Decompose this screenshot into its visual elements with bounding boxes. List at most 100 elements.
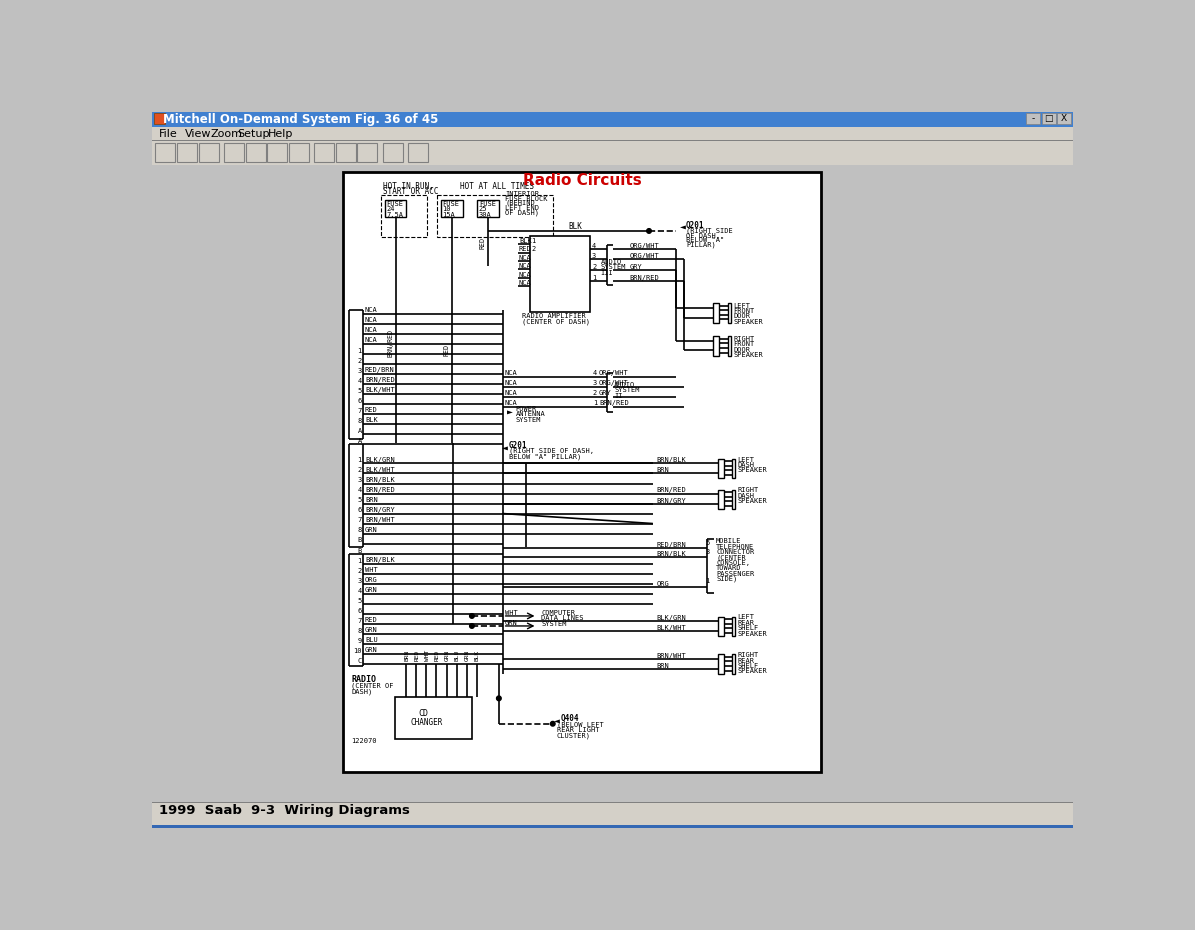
Bar (198, 143, 219, 163)
Text: 10: 10 (442, 206, 452, 212)
Text: RIGHT: RIGHT (737, 652, 759, 658)
Text: 7: 7 (357, 408, 362, 414)
Text: RED: RED (364, 407, 378, 413)
Text: Q404: Q404 (560, 714, 578, 723)
Text: GRN: GRN (364, 647, 378, 653)
Text: 1: 1 (593, 401, 598, 406)
Text: 2: 2 (357, 468, 362, 473)
Text: BRN/RED: BRN/RED (630, 275, 660, 281)
Text: PASSENGER: PASSENGER (716, 571, 754, 577)
Text: BELOW "A": BELOW "A" (686, 237, 724, 243)
Text: OF DASH,: OF DASH, (686, 232, 719, 239)
Text: GRN: GRN (465, 649, 470, 660)
Text: 5: 5 (357, 498, 362, 503)
Text: Mitchell On-Demand System Fig. 36 of 45: Mitchell On-Demand System Fig. 36 of 45 (164, 113, 439, 126)
Text: 1: 1 (532, 238, 535, 244)
Text: LEFT: LEFT (734, 302, 750, 309)
Text: RED: RED (479, 236, 485, 248)
Text: 1: 1 (357, 458, 362, 463)
Bar (152, 803, 1072, 827)
Text: A: A (357, 438, 362, 445)
Text: BRN/GRY: BRN/GRY (364, 507, 394, 512)
Text: ◄: ◄ (502, 443, 508, 453)
Circle shape (470, 624, 474, 629)
Text: BLK/GRN: BLK/GRN (657, 616, 686, 621)
Bar (1027, 113, 1040, 124)
Text: GRY: GRY (630, 264, 643, 270)
Text: BLK/GRN: BLK/GRN (364, 457, 394, 462)
Text: 3: 3 (357, 477, 362, 484)
Text: BLK: BLK (568, 222, 582, 231)
Circle shape (470, 614, 474, 618)
Text: COMPUTER: COMPUTER (541, 610, 575, 616)
Text: (CENTER: (CENTER (716, 554, 746, 561)
Bar (728, 337, 731, 355)
Text: AUDIO: AUDIO (601, 259, 621, 265)
Text: 2: 2 (357, 567, 362, 574)
Bar (314, 143, 335, 163)
Text: 8: 8 (357, 527, 362, 534)
Text: START OR ACC: START OR ACC (384, 187, 439, 196)
Text: BLU: BLU (364, 637, 378, 643)
Text: FUSE: FUSE (442, 201, 460, 207)
Text: 24: 24 (386, 206, 394, 212)
Bar (733, 490, 735, 509)
Bar (1042, 113, 1055, 124)
Bar (713, 337, 719, 355)
Text: SHELF: SHELF (737, 663, 759, 669)
Text: NCA: NCA (519, 255, 532, 261)
Text: 8: 8 (357, 628, 362, 633)
Bar (477, 200, 498, 217)
Bar (152, 112, 1072, 127)
Text: RADIO: RADIO (351, 675, 376, 684)
Bar (718, 458, 724, 478)
Text: A: A (357, 428, 362, 434)
Text: REAR LIGHT: REAR LIGHT (557, 727, 599, 733)
Text: 2: 2 (357, 358, 362, 364)
Text: BRN/RED: BRN/RED (387, 328, 393, 356)
Text: 4: 4 (592, 243, 596, 248)
Text: 9: 9 (357, 638, 362, 644)
Bar (733, 617, 735, 636)
Bar (713, 303, 719, 323)
Text: GRY: GRY (599, 391, 612, 396)
Text: 4: 4 (357, 487, 362, 494)
Bar (343, 172, 821, 772)
Text: HOT AT ALL TIMES: HOT AT ALL TIMES (460, 181, 534, 191)
Text: ◄: ◄ (680, 222, 686, 232)
Text: SIDE): SIDE) (716, 576, 737, 582)
Text: 3: 3 (592, 253, 596, 259)
Text: B: B (357, 538, 362, 543)
Bar (289, 143, 308, 163)
Text: 1: 1 (357, 557, 362, 564)
Text: TELEPHONE: TELEPHONE (716, 544, 754, 550)
Bar (357, 143, 378, 163)
Text: BRN/BLK: BRN/BLK (657, 551, 686, 557)
Bar (154, 113, 165, 124)
Text: GRN: GRN (445, 649, 449, 660)
Bar (152, 127, 1072, 140)
Text: DOOR: DOOR (734, 313, 750, 319)
Text: ANTENNA: ANTENNA (516, 411, 546, 418)
Text: ORG/WHT: ORG/WHT (630, 243, 660, 248)
Text: NCA: NCA (364, 338, 378, 343)
Text: BRN/BLK: BRN/BLK (657, 457, 686, 462)
Text: -: - (1031, 114, 1035, 123)
Text: RED: RED (443, 344, 449, 356)
Text: BRN: BRN (657, 467, 669, 472)
Text: CLUSTER): CLUSTER) (557, 732, 590, 738)
Text: CHANGER: CHANGER (410, 718, 442, 726)
Text: 1: 1 (592, 275, 596, 281)
Text: (BELOW LEFT: (BELOW LEFT (557, 722, 603, 728)
Text: ORG: ORG (364, 577, 378, 583)
Text: SPEAKER: SPEAKER (737, 669, 767, 674)
Text: FUSE BLOCK: FUSE BLOCK (505, 195, 547, 202)
Text: 5: 5 (357, 388, 362, 394)
Text: RADIO AMPLIFIER: RADIO AMPLIFIER (522, 313, 586, 319)
Circle shape (646, 229, 651, 233)
Text: HOT IN RUN,: HOT IN RUN, (384, 181, 434, 191)
Text: GRN: GRN (505, 620, 517, 626)
Text: 3: 3 (357, 578, 362, 583)
Text: 1999  Saab  9-3  Wiring Diagrams: 1999 Saab 9-3 Wiring Diagrams (159, 804, 410, 817)
Text: 8: 8 (357, 418, 362, 424)
